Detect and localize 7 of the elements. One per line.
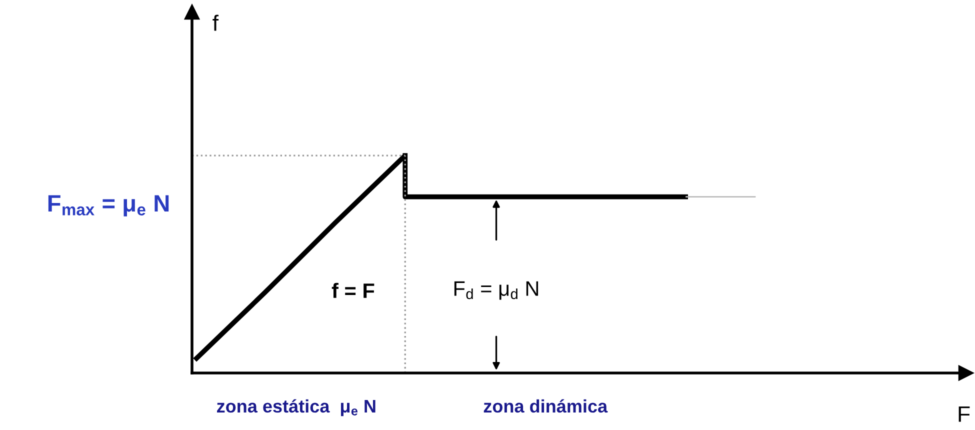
text: zona estática μ$_{e}$ N	[217, 399, 376, 416]
annotation: F$_{d}$ = μ$_{d}$ N	[454, 281, 538, 300]
text: f	[212, 14, 219, 31]
x-axis-title: F	[958, 406, 970, 422]
ref-line-label: F$_{max}$ = μ$_{e}$ N	[48, 195, 169, 216]
text: zona dinámica	[484, 399, 608, 413]
annotation: f = F	[332, 282, 374, 298]
